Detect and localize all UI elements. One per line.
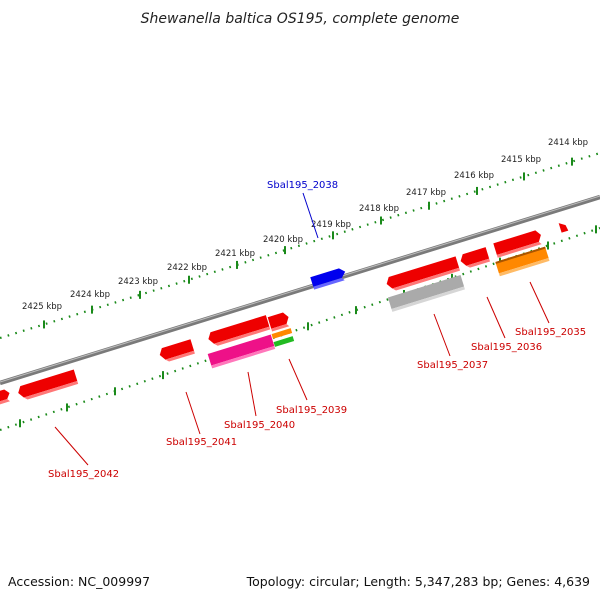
gene-arrow-2042[interactable] [16, 369, 79, 402]
outer-major-ticks [43, 157, 573, 329]
genome-backbone [0, 194, 600, 386]
gene-features [0, 221, 569, 406]
gene-arrow-2039-green[interactable] [273, 336, 295, 347]
gene-label-2037[interactable]: Sbal195_2037 [417, 360, 488, 371]
leader-2037 [433, 313, 451, 357]
gene-arrow-2035-orange[interactable] [495, 246, 550, 277]
gene-arrow-2036[interactable] [459, 247, 491, 270]
leader-2040 [247, 371, 257, 417]
gene-arrow-2035-red[interactable] [493, 229, 543, 258]
gene-label-group: Sbal195_2042 Sbal195_2041 Sbal195_2040 S… [48, 180, 586, 480]
kbp-label-2415: 2415 kbp [501, 155, 541, 165]
leader-2036 [486, 296, 506, 339]
inner-major-ticks [19, 225, 597, 428]
inner-ruler-dots [0, 226, 600, 432]
leader-2042 [54, 426, 89, 466]
gene-arrow-2041[interactable] [158, 339, 195, 363]
gene-arrow-2039-orange[interactable] [271, 328, 293, 339]
gene-arrow-left-edge[interactable] [0, 388, 12, 406]
genome-backbone-highlight [0, 195, 600, 383]
kbp-label-2424: 2424 kbp [70, 290, 110, 300]
outer-ruler-dots [0, 151, 600, 340]
gene-arrow-right-edge[interactable] [558, 221, 569, 233]
gene-arrow-2040[interactable] [207, 334, 276, 369]
gene-label-2041[interactable]: Sbal195_2041 [166, 437, 237, 448]
gene-label-2040[interactable]: Sbal195_2040 [224, 420, 295, 431]
kbp-label-2418: 2418 kbp [359, 204, 399, 214]
gene-arrow-2037-gray[interactable] [387, 275, 465, 312]
leader-2038 [302, 192, 319, 239]
gene-label-2035[interactable]: Sbal195_2035 [515, 327, 586, 338]
gene-label-2036[interactable]: Sbal195_2036 [471, 342, 542, 353]
kbp-label-2416: 2416 kbp [454, 171, 494, 181]
gene-arrow-red-small[interactable] [267, 311, 292, 332]
footer-genome-stats: Topology: circular; Length: 5,347,283 bp… [246, 574, 590, 589]
kbp-label-2414: 2414 kbp [548, 138, 588, 148]
kbp-label-2423: 2423 kbp [118, 277, 158, 287]
kbp-label-2425: 2425 kbp [22, 302, 62, 312]
leader-2041 [185, 391, 201, 435]
gene-label-2042[interactable]: Sbal195_2042 [48, 469, 119, 480]
kbp-labels: 2425 kbp 2424 kbp 2423 kbp 2422 kbp 2421… [22, 138, 588, 312]
gene-arrow-red-mid[interactable] [207, 315, 271, 348]
map-title: Shewanella baltica OS195, complete genom… [141, 11, 460, 27]
footer-accession: Accession: NC_009997 [8, 574, 151, 589]
leader-2035 [529, 281, 550, 324]
kbp-label-2417: 2417 kbp [406, 188, 446, 198]
gene-label-2039[interactable]: Sbal195_2039 [276, 405, 347, 416]
gene-arrow-2038[interactable] [310, 267, 347, 290]
kbp-label-2420: 2420 kbp [263, 235, 303, 245]
kbp-label-2421: 2421 kbp [215, 249, 255, 259]
gene-label-2038[interactable]: Sbal195_2038 [267, 180, 338, 191]
gene-arrow-2037-red[interactable] [385, 256, 461, 292]
label-leader-lines [54, 192, 550, 466]
kbp-label-2419: 2419 kbp [311, 220, 351, 230]
leader-2039 [288, 358, 308, 401]
kbp-label-2422: 2422 kbp [167, 263, 207, 273]
